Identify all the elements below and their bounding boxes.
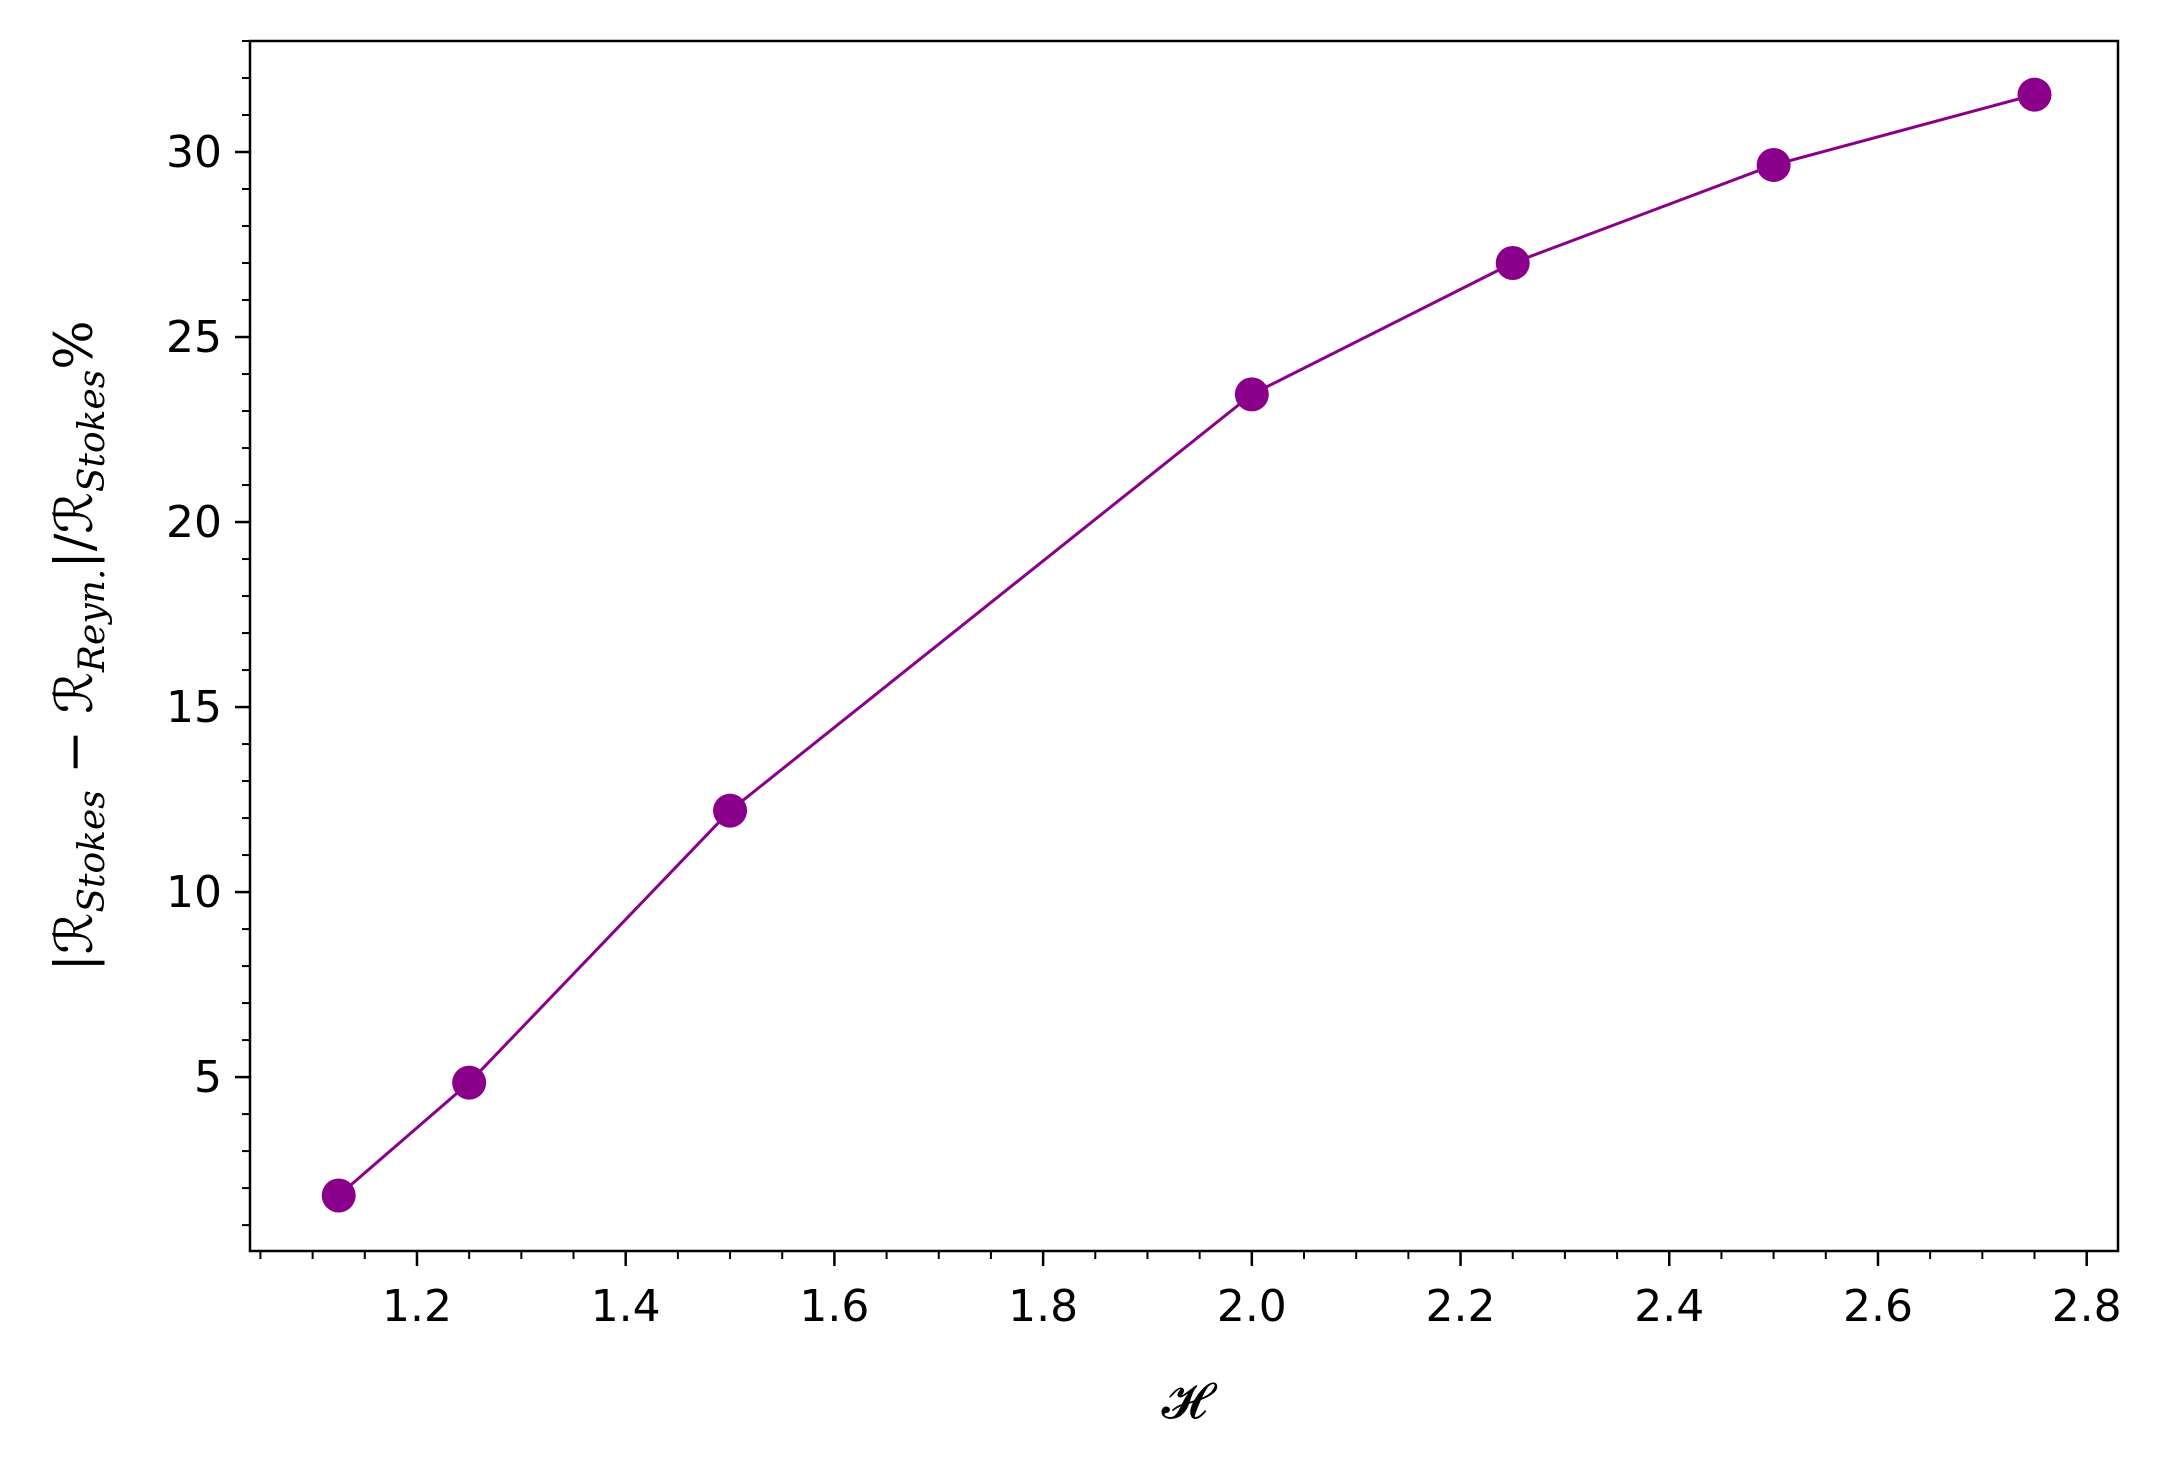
x-tick-label: 1.6 xyxy=(799,1281,869,1332)
y-tick-label: 30 xyxy=(166,127,222,178)
series-line xyxy=(337,93,2035,1197)
y-label-bar-close: |/ xyxy=(45,533,105,569)
y-label-r-reyn: ℛ xyxy=(45,672,105,714)
x-tick-label: 1.2 xyxy=(382,1281,452,1332)
y-label-r-stokes-2: ℛ xyxy=(45,492,105,534)
x-tick-label: 2.2 xyxy=(1426,1281,1496,1332)
data-point xyxy=(2017,77,2052,112)
y-tick-label: 15 xyxy=(166,682,222,733)
x-tick-labels: 1.2 1.4 1.6 1.8 2.0 2.2 2.4 2.6 2.8 xyxy=(382,1281,2122,1332)
y-tick-labels: 5 10 15 20 25 30 xyxy=(166,127,222,1103)
x-tick-label: 1.8 xyxy=(1008,1281,1078,1332)
y-label-r-stokes: ℛ xyxy=(45,913,105,955)
y-label-percent: % xyxy=(45,320,105,369)
plot-frame xyxy=(248,39,2120,1253)
y-label-sub-stokes: Stokes xyxy=(72,790,113,912)
y-tick-label: 25 xyxy=(166,312,222,363)
series-layer xyxy=(321,77,2052,1213)
y-tick-label: 20 xyxy=(166,497,222,548)
data-point xyxy=(452,1065,487,1100)
x-tick-label: 1.4 xyxy=(591,1281,661,1332)
x-tick-label: 2.6 xyxy=(1843,1281,1913,1332)
data-point xyxy=(321,1178,356,1213)
x-tick-label: 2.0 xyxy=(1217,1281,1287,1332)
x-axis-label: 𝓗 xyxy=(1161,1372,1217,1430)
y-label-sub-stokes-2: Stokes xyxy=(72,370,113,492)
data-point xyxy=(713,793,748,828)
minor-ticks xyxy=(242,40,2088,1259)
data-point xyxy=(1234,377,1269,412)
data-point xyxy=(1495,246,1530,281)
y-tick-label: 10 xyxy=(166,867,222,918)
major-ticks xyxy=(235,150,2088,1266)
y-tick-label: 5 xyxy=(194,1052,222,1103)
x-tick-label: 2.8 xyxy=(2052,1281,2122,1332)
x-tick-label: 2.4 xyxy=(1634,1281,1704,1332)
data-point xyxy=(1756,147,1791,182)
y-label-minus: − xyxy=(45,714,105,791)
y-axis-label: |ℛStokes − ℛReyn.|/ℛStokes% xyxy=(45,320,113,971)
y-label-bar-open: | xyxy=(45,954,105,972)
y-label-sub-reyn: Reyn. xyxy=(72,569,113,673)
